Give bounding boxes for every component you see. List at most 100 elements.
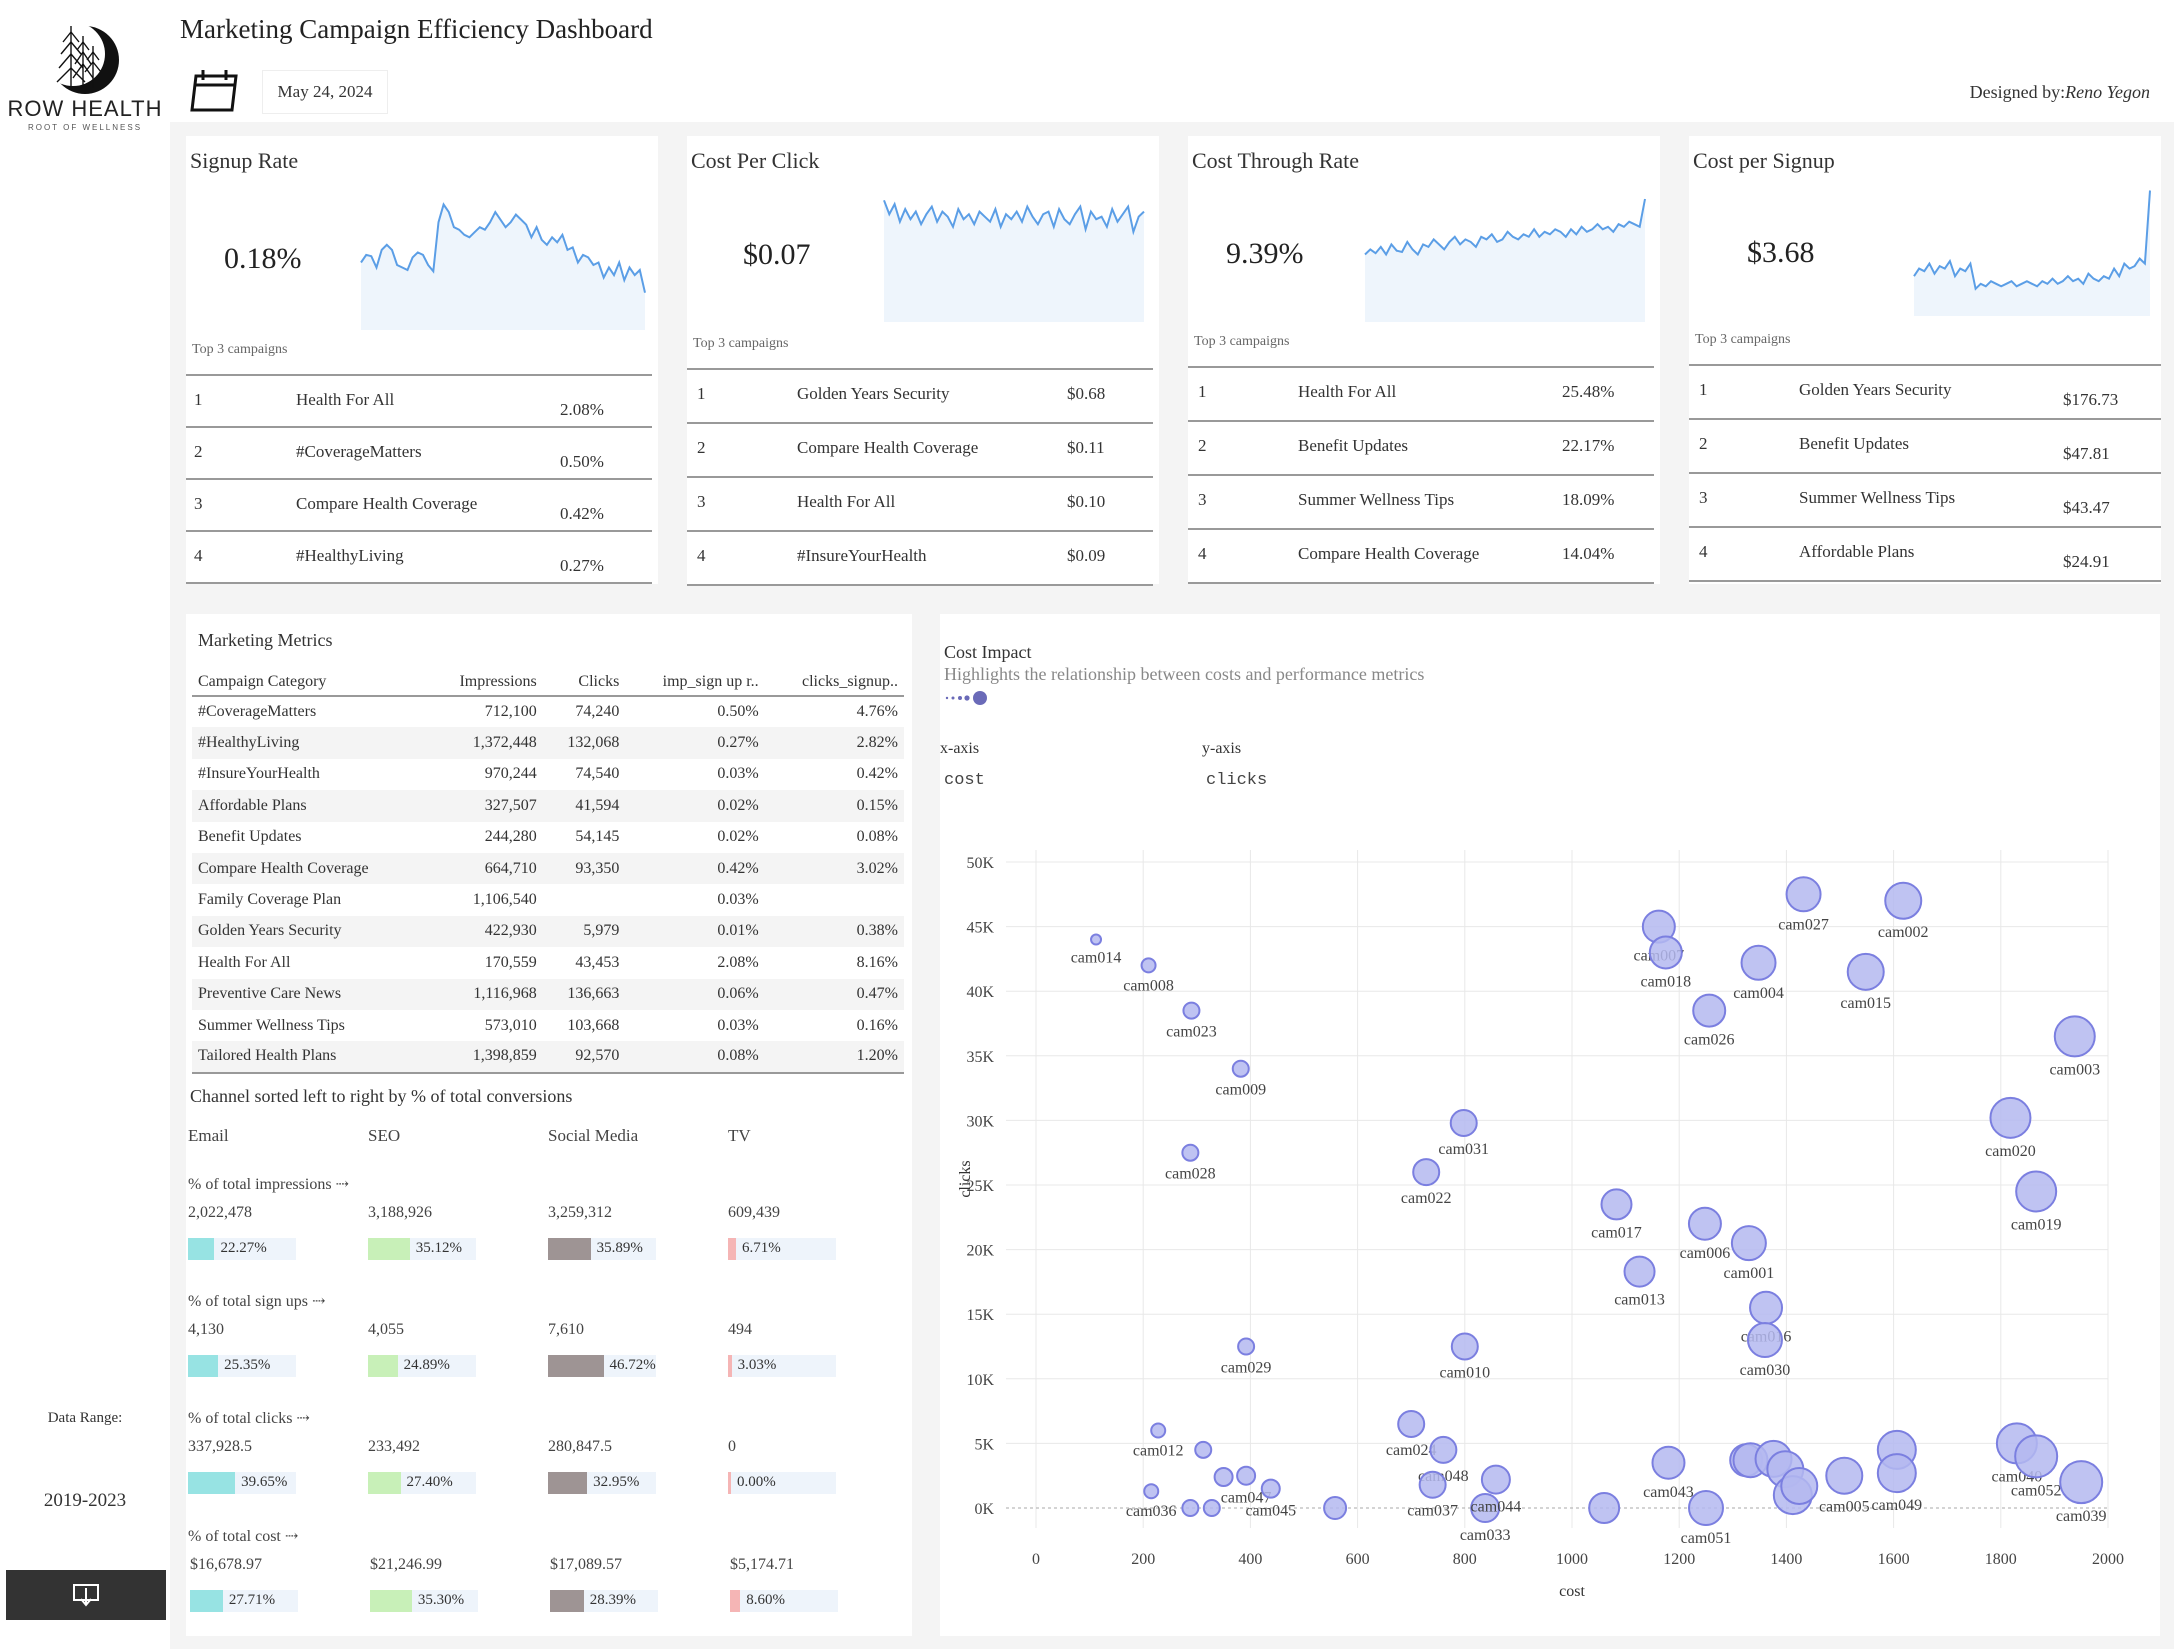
x-axis-selector[interactable]: cost bbox=[944, 771, 985, 790]
table-cell: 0.02% bbox=[717, 828, 759, 846]
scatter-point[interactable]: cam010 bbox=[1439, 1332, 1490, 1382]
channel-total: 3,259,312 bbox=[548, 1204, 612, 1221]
table-cell bbox=[543, 884, 626, 915]
scatter-point[interactable]: cam028 bbox=[1165, 1143, 1216, 1183]
rank: 1 bbox=[194, 390, 203, 409]
scatter-point[interactable]: cam047 bbox=[1221, 1465, 1272, 1507]
kpi-title: Cost Per Click bbox=[691, 148, 820, 173]
scatter-bubble bbox=[1237, 1337, 1256, 1356]
scatter-point[interactable]: cam044 bbox=[1471, 1464, 1522, 1516]
scatter-point[interactable]: cam043 bbox=[1643, 1445, 1694, 1501]
scatter-point[interactable]: cam027 bbox=[1778, 876, 1829, 933]
metric-value: $43.47 bbox=[2063, 498, 2110, 517]
scatter-point[interactable]: cam049 bbox=[1871, 1453, 1922, 1514]
table-cell: Summer Wellness Tips bbox=[198, 1016, 345, 1034]
scatter-point[interactable]: cam008 bbox=[1123, 957, 1174, 994]
kpi-card-cost-through-rate: Cost Through Rate 9.39% Top 3 campaigns 1 He… bbox=[1188, 136, 1660, 584]
scatter-point[interactable]: cam029 bbox=[1221, 1337, 1272, 1377]
scatter-point[interactable]: cam005 bbox=[1819, 1456, 1870, 1516]
y-tick-label: 15K bbox=[966, 1307, 994, 1324]
scatter-point[interactable] bbox=[1323, 1496, 1348, 1520]
scatter-point[interactable] bbox=[1181, 1499, 1200, 1517]
scatter-point[interactable] bbox=[1202, 1499, 1221, 1517]
metric-value: 0.50% bbox=[560, 452, 604, 471]
x-axis-selector-label: x-axis bbox=[940, 740, 980, 757]
scatter-point[interactable]: cam009 bbox=[1215, 1059, 1266, 1099]
scatter-point[interactable]: cam022 bbox=[1401, 1158, 1452, 1207]
point-label: cam009 bbox=[1215, 1082, 1266, 1099]
scatter-point[interactable] bbox=[1194, 1440, 1213, 1459]
channel-share-pct: 28.39% bbox=[589, 1592, 636, 1608]
channel-total: 4,055 bbox=[368, 1321, 404, 1338]
table-cell: 0.08% bbox=[625, 1041, 765, 1074]
scatter-bubble bbox=[1450, 1332, 1479, 1361]
x-tick-label: 400 bbox=[1238, 1551, 1262, 1568]
y-axis-selector[interactable]: clicks bbox=[1206, 771, 1268, 790]
scatter-bubble bbox=[1730, 1225, 1767, 1262]
channel-share-fill bbox=[368, 1355, 398, 1377]
report-date: May 24, 2024 bbox=[262, 70, 388, 114]
x-axis-title: cost bbox=[1559, 1583, 1585, 1600]
scatter-point[interactable]: cam024 bbox=[1386, 1410, 1437, 1459]
scatter-bubble bbox=[1202, 1499, 1221, 1517]
point-label: cam045 bbox=[1245, 1503, 1296, 1520]
scatter-point[interactable]: cam015 bbox=[1840, 952, 1891, 1012]
scatter-point[interactable]: cam019 bbox=[2011, 1170, 2062, 1233]
x-tick-label: 1800 bbox=[1985, 1551, 2017, 1568]
designer-name: Reno Yegon bbox=[2065, 82, 2150, 102]
scatter-point[interactable]: cam020 bbox=[1985, 1096, 2036, 1160]
point-label: cam018 bbox=[1640, 973, 1691, 990]
scatter-point[interactable]: cam014 bbox=[1071, 933, 1122, 967]
scatter-point[interactable]: cam052 bbox=[2011, 1434, 2062, 1499]
x-tick-label: 1000 bbox=[1556, 1551, 1588, 1568]
row-divider bbox=[687, 584, 1153, 586]
scatter-bubble bbox=[1418, 1470, 1447, 1499]
scatter-point[interactable] bbox=[1780, 1467, 1819, 1506]
table-row: Health For All 170,559 43,453 2.08% 8.16% bbox=[192, 947, 904, 978]
channel-share-bar: 8.60% bbox=[730, 1590, 838, 1612]
scatter-point[interactable]: cam051 bbox=[1681, 1490, 1732, 1547]
table-cell: 422,930 bbox=[427, 915, 543, 948]
channel-share-bar: 25.35% bbox=[188, 1355, 296, 1377]
scatter-point[interactable]: cam030 bbox=[1740, 1322, 1791, 1379]
scatter-point[interactable]: cam002 bbox=[1878, 881, 1929, 941]
channel-name: Social Media bbox=[548, 1126, 639, 1145]
column-header: imp_sign up r.. bbox=[625, 668, 765, 697]
download-button[interactable] bbox=[6, 1570, 166, 1620]
scatter-point[interactable]: cam001 bbox=[1724, 1225, 1775, 1282]
kpi-sparkline bbox=[1364, 198, 1646, 322]
table-row: Summer Wellness Tips 573,010 103,668 0.03% 0… bbox=[192, 1010, 904, 1041]
scatter-point[interactable]: cam039 bbox=[2056, 1460, 2107, 1525]
channel-share-fill bbox=[368, 1472, 401, 1494]
scatter-point[interactable] bbox=[1588, 1492, 1621, 1524]
table-cell: 136,663 bbox=[542, 978, 626, 1010]
top-campaign-row: 4 Compare Health Coverage 14.04% bbox=[1188, 528, 1654, 580]
table-row: #HealthyLiving 1,372,448 132,068 0.27% 2.82% bbox=[192, 727, 904, 759]
scatter-point[interactable]: cam017 bbox=[1591, 1188, 1642, 1241]
scatter-point[interactable] bbox=[1213, 1466, 1234, 1487]
logo-tree-moon-icon bbox=[41, 22, 119, 94]
scatter-point[interactable]: cam006 bbox=[1680, 1206, 1731, 1262]
table-cell: 573,010 bbox=[484, 1016, 537, 1034]
scatter-point[interactable]: cam037 bbox=[1407, 1470, 1458, 1520]
scatter-point[interactable]: cam018 bbox=[1640, 935, 1691, 990]
row-divider bbox=[1689, 580, 2161, 582]
scatter-point[interactable]: cam013 bbox=[1614, 1255, 1665, 1309]
point-label: cam012 bbox=[1133, 1442, 1184, 1459]
scatter-bubble bbox=[1397, 1410, 1426, 1439]
table-row: #CoverageMatters 712,100 74,240 0.50% 4.76% bbox=[192, 696, 904, 727]
scatter-point[interactable]: cam031 bbox=[1438, 1108, 1489, 1158]
scatter-point[interactable]: cam003 bbox=[2049, 1015, 2100, 1078]
scatter-point[interactable]: cam036 bbox=[1126, 1483, 1177, 1520]
scatter-point[interactable]: cam033 bbox=[1460, 1493, 1511, 1544]
channel-share-bar: 28.39% bbox=[550, 1590, 658, 1612]
y-tick-label: 40K bbox=[966, 984, 994, 1001]
scatter-point[interactable]: cam026 bbox=[1684, 993, 1735, 1049]
table-row: Golden Years Security 422,930 5,979 0.01% 0.… bbox=[192, 915, 904, 948]
scatter-point[interactable]: cam045 bbox=[1245, 1478, 1296, 1520]
scatter-point[interactable]: cam012 bbox=[1133, 1422, 1184, 1459]
scatter-point[interactable]: cam004 bbox=[1733, 944, 1784, 1002]
scatter-point[interactable]: cam023 bbox=[1166, 1001, 1217, 1041]
scatter-bubble bbox=[1876, 1453, 1917, 1494]
channel-share-pct: 22.27% bbox=[220, 1240, 267, 1256]
